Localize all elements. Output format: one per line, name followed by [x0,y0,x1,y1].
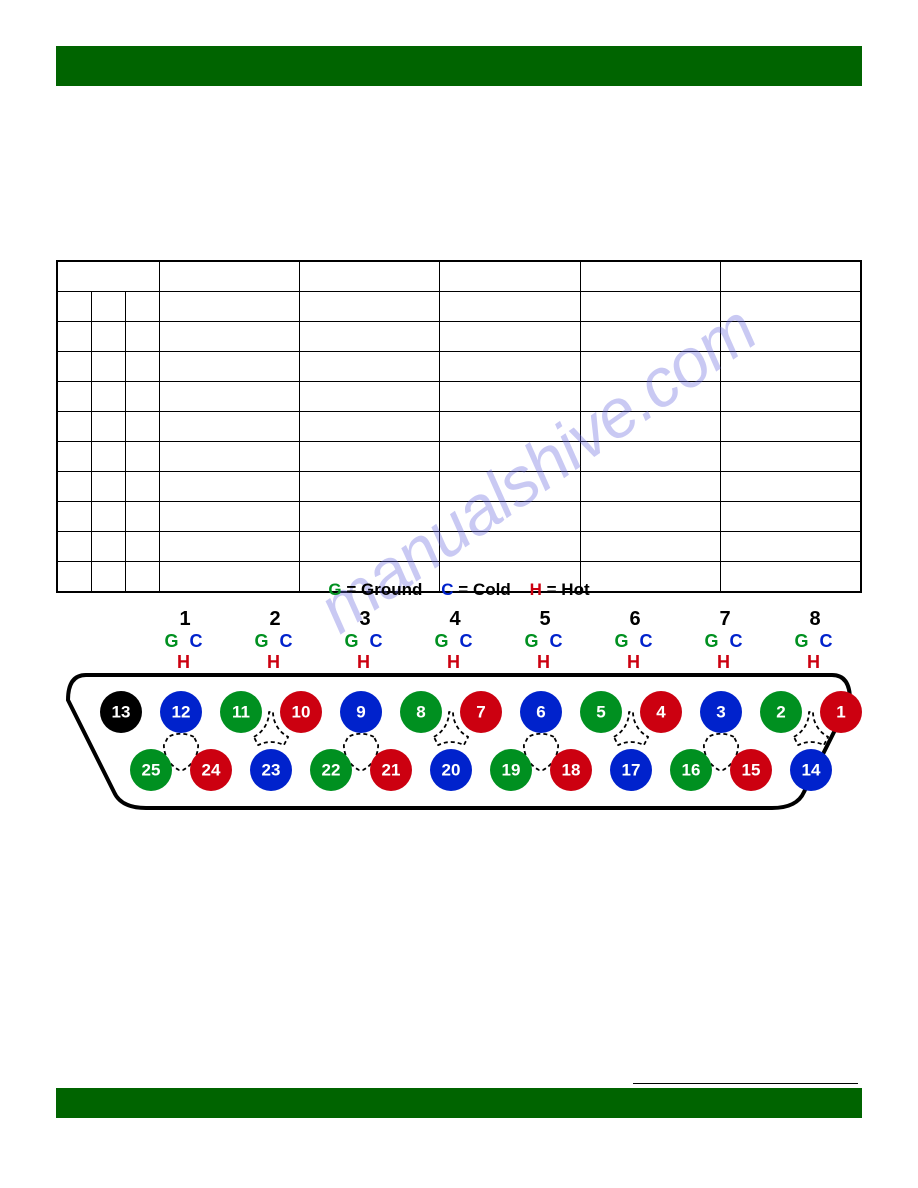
header-bar [56,46,862,86]
pin-label-21: 21 [382,761,401,780]
connector-svg: 1312111098765432125242322212019181716151… [56,650,862,820]
pin-label-2: 2 [776,703,785,722]
pin-label-9: 9 [356,703,365,722]
pin-label-5: 5 [596,703,605,722]
table [57,261,861,592]
pin-label-6: 6 [536,703,545,722]
table-row [58,442,861,472]
table-header-row [58,262,861,292]
table-row [58,412,861,442]
table-row [58,352,861,382]
table-subheader-row [58,292,861,322]
channel-number: 8 [784,608,846,631]
pin-label-7: 7 [476,703,485,722]
connector-diagram: G = Ground C = Cold H = Hot 1G C H2G C H… [56,580,862,860]
pin-label-13: 13 [112,703,131,722]
legend-g-letter: G [328,580,341,599]
footer-bar [56,1088,862,1118]
channel-number: 4 [424,608,486,631]
table-row [58,472,861,502]
channel-labels-row: 1G C H2G C H3G C H4G C H5G C H6G C H7G C… [56,608,862,650]
pin-label-15: 15 [742,761,761,780]
channel-number: 6 [604,608,666,631]
pin-label-19: 19 [502,761,521,780]
legend-c-letter: C [441,580,453,599]
pinout-table [56,260,862,593]
pin-label-22: 22 [322,761,341,780]
channel-number: 1 [154,608,216,631]
legend: G = Ground C = Cold H = Hot [56,580,862,600]
pin-label-8: 8 [416,703,425,722]
pin-label-12: 12 [172,703,191,722]
pin-label-14: 14 [802,761,821,780]
pin-label-20: 20 [442,761,461,780]
pin-label-18: 18 [562,761,581,780]
pin-label-25: 25 [142,761,161,780]
legend-g-meaning: = Ground [346,580,422,599]
pin-label-23: 23 [262,761,281,780]
pin-label-10: 10 [292,703,311,722]
pin-label-4: 4 [656,703,666,722]
pin-label-3: 3 [716,703,725,722]
legend-h-letter: H [530,580,542,599]
legend-c-meaning: = Cold [458,580,510,599]
table-row [58,322,861,352]
legend-h-meaning: = Hot [547,580,590,599]
pin-label-17: 17 [622,761,641,780]
channel-number: 5 [514,608,576,631]
pin-label-11: 11 [232,703,250,722]
channel-number: 2 [244,608,306,631]
table-row [58,502,861,532]
footer-rule [633,1083,858,1084]
table-row [58,382,861,412]
pin-label-1: 1 [836,703,845,722]
channel-number: 3 [334,608,396,631]
connector-shell: 1312111098765432125242322212019181716151… [56,650,862,820]
table-row [58,532,861,562]
channel-number: 7 [694,608,756,631]
pin-label-16: 16 [682,761,701,780]
pin-label-24: 24 [202,761,221,780]
